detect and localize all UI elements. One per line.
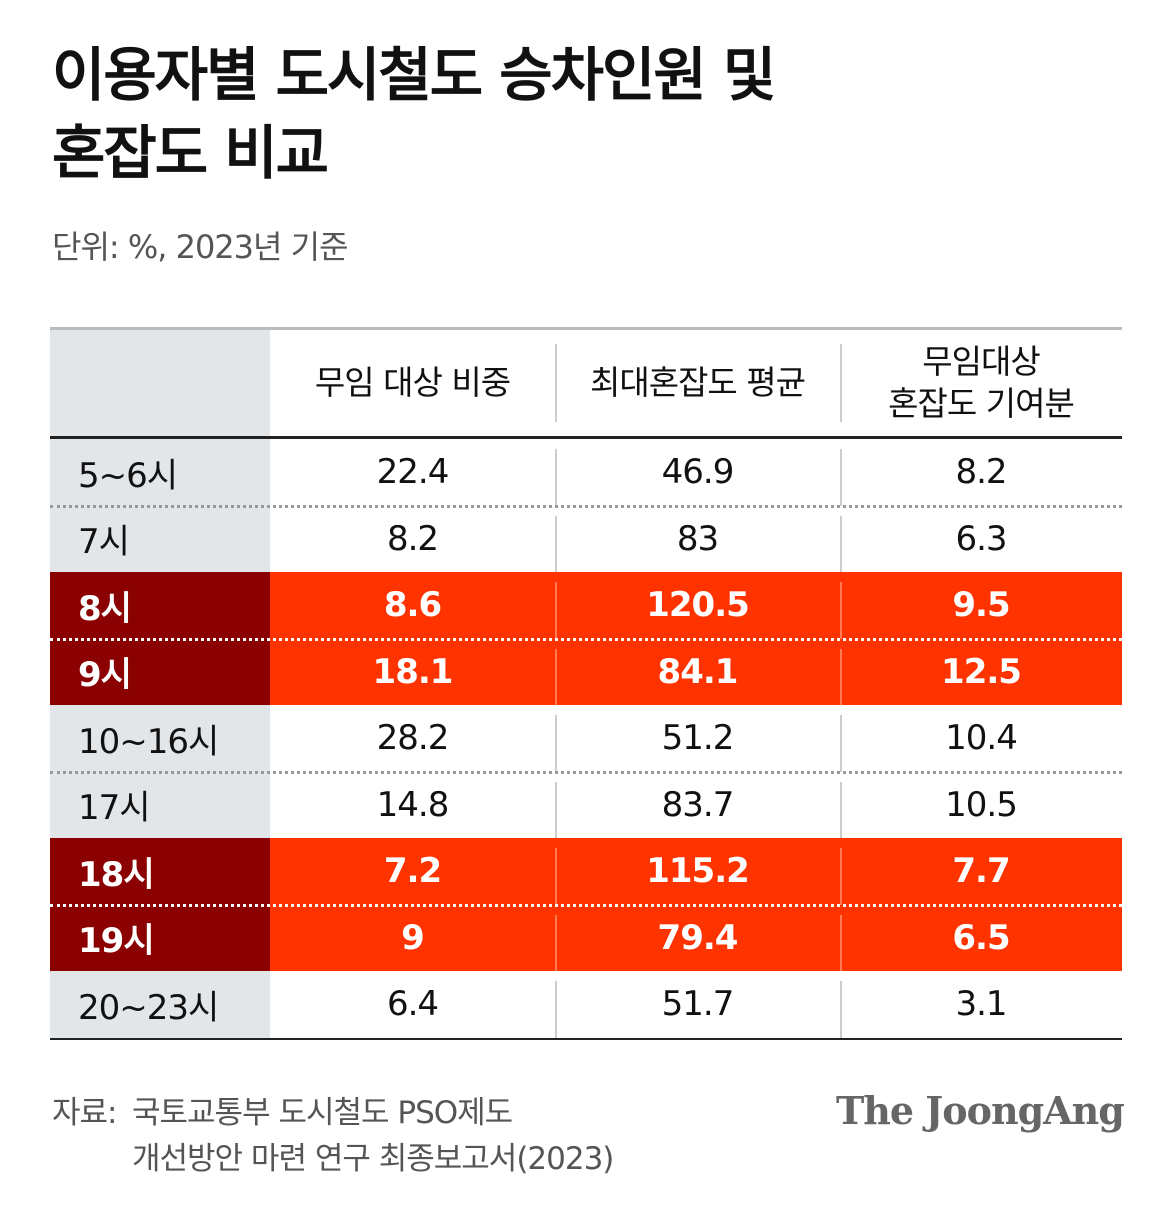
value-cell: 120.5 bbox=[555, 572, 840, 639]
column-divider bbox=[555, 515, 557, 572]
value-cell: 84.1 bbox=[555, 638, 840, 705]
column-header-line: 무임대상 bbox=[922, 342, 1040, 381]
value-cell: 18.1 bbox=[270, 638, 555, 705]
value-cell: 3.1 bbox=[840, 971, 1122, 1038]
value-cell: 7.2 bbox=[270, 838, 555, 905]
column-divider bbox=[555, 781, 557, 838]
value-cell: 83.7 bbox=[555, 771, 840, 838]
row-label: 19시 bbox=[50, 904, 270, 971]
value-cell: 9.5 bbox=[840, 572, 1122, 639]
column-divider bbox=[840, 848, 842, 905]
value-cell: 9 bbox=[270, 904, 555, 971]
column-divider bbox=[555, 449, 557, 506]
value-cell: 14.8 bbox=[270, 771, 555, 838]
row-separator bbox=[50, 903, 1122, 907]
value-cell: 6.4 bbox=[270, 971, 555, 1038]
column-divider bbox=[840, 344, 842, 422]
value-cell: 6.3 bbox=[840, 505, 1122, 572]
column-divider bbox=[555, 848, 557, 905]
value-cell: 8.2 bbox=[840, 439, 1122, 506]
title-line: 이용자별 도시철도 승차인원 및 bbox=[52, 41, 776, 109]
column-divider bbox=[840, 715, 842, 772]
header-rule bbox=[50, 436, 1122, 439]
row-separator bbox=[50, 770, 1122, 774]
column-divider bbox=[840, 914, 842, 971]
column-divider bbox=[555, 914, 557, 971]
source-line: 국토교통부 도시철도 PSO제도 bbox=[132, 1095, 513, 1131]
row-label: 5~6시 bbox=[50, 439, 270, 506]
title-line: 혼잡도 비교 bbox=[52, 119, 329, 187]
column-header: 무임대상 혼잡도 기여분 bbox=[840, 330, 1122, 436]
value-cell: 10.5 bbox=[840, 771, 1122, 838]
source-label: 자료: bbox=[52, 1095, 117, 1131]
column-divider bbox=[840, 781, 842, 838]
row-label: 9시 bbox=[50, 638, 270, 705]
row-label: 18시 bbox=[50, 838, 270, 905]
column-header: 무임 대상 비중 bbox=[270, 330, 555, 436]
column-divider bbox=[840, 648, 842, 705]
value-cell: 28.2 bbox=[270, 705, 555, 772]
value-cell: 22.4 bbox=[270, 439, 555, 506]
row-label: 8시 bbox=[50, 572, 270, 639]
column-header-line: 혼잡도 기여분 bbox=[888, 384, 1075, 423]
row-label: 10~16시 bbox=[50, 705, 270, 772]
column-divider bbox=[555, 582, 557, 639]
column-divider bbox=[555, 344, 557, 422]
value-cell: 8.6 bbox=[270, 572, 555, 639]
value-cell: 51.7 bbox=[555, 971, 840, 1038]
label-header-bg bbox=[50, 330, 270, 436]
value-cell: 10.4 bbox=[840, 705, 1122, 772]
source-line: 개선방안 마련 연구 최종보고서(2023) bbox=[132, 1141, 614, 1177]
column-header-line: 무임 대상 비중 bbox=[314, 363, 511, 402]
column-header: 최대혼잡도 평균 bbox=[555, 330, 840, 436]
row-label: 7시 bbox=[50, 505, 270, 572]
row-label: 20~23시 bbox=[50, 971, 270, 1038]
column-divider bbox=[555, 648, 557, 705]
row-separator bbox=[50, 504, 1122, 508]
value-cell: 51.2 bbox=[555, 705, 840, 772]
value-cell: 8.2 bbox=[270, 505, 555, 572]
value-cell: 6.5 bbox=[840, 904, 1122, 971]
table: 무임 대상 비중 최대혼잡도 평균 무임대상 혼잡도 기여분 5~6시 22.4 46.9 8… bbox=[50, 327, 1122, 1040]
column-divider bbox=[555, 981, 557, 1038]
row-label: 17시 bbox=[50, 771, 270, 838]
column-divider bbox=[840, 515, 842, 572]
value-cell: 46.9 bbox=[555, 439, 840, 506]
logo: The JoongAng bbox=[836, 1088, 1125, 1133]
column-header-line: 최대혼잡도 평균 bbox=[589, 363, 806, 402]
column-divider bbox=[555, 715, 557, 772]
row-separator bbox=[50, 637, 1122, 641]
value-cell: 7.7 bbox=[840, 838, 1122, 905]
value-cell: 79.4 bbox=[555, 904, 840, 971]
column-divider bbox=[840, 449, 842, 506]
value-cell: 115.2 bbox=[555, 838, 840, 905]
value-cell: 83 bbox=[555, 505, 840, 572]
subtitle: 단위: %, 2023년 기준 bbox=[52, 228, 349, 266]
value-cell: 12.5 bbox=[840, 638, 1122, 705]
column-divider bbox=[840, 981, 842, 1038]
column-divider bbox=[840, 582, 842, 639]
